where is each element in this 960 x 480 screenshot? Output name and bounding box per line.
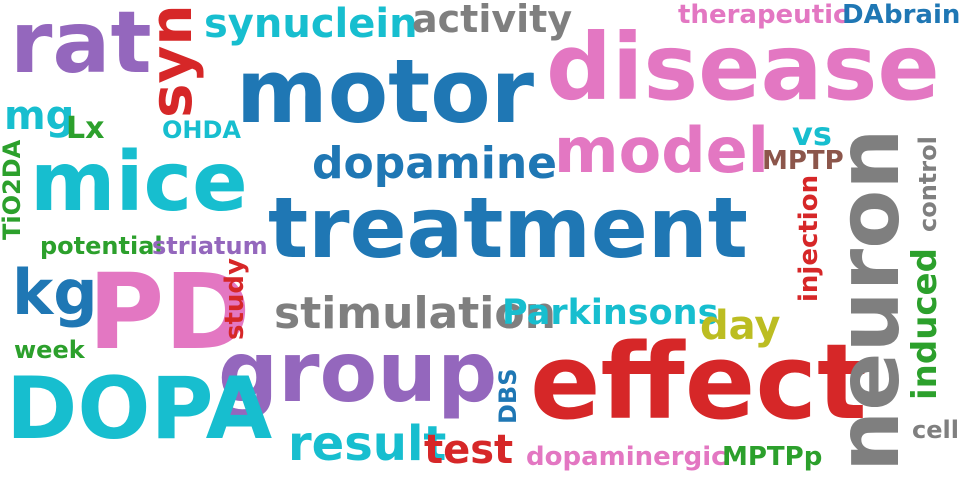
word-cell: cell [912,416,959,444]
word-motor: motor [236,40,535,143]
word-model: model [554,114,769,187]
word-synuclein: synuclein [204,1,418,47]
word-injection: injection [794,174,824,302]
word-parkinsons: Parkinsons [502,293,719,333]
word-lx: Lx [66,111,105,146]
word-treatment: treatment [268,179,748,277]
word-pd: PD [88,251,251,373]
word-therapeutic: therapeutic [678,0,849,30]
word-vs: vs [792,115,832,153]
word-week: week [14,336,85,364]
word-potential: potential [40,232,163,260]
word-dopaminergic: dopaminergic [526,442,727,472]
word-ohda: OHDA [162,116,241,144]
word-striatum: striatum [152,232,268,260]
word-dopamine: dopamine [312,138,558,189]
word-group: group [218,323,498,421]
word-brain: brain [884,0,960,30]
word-stimulation: stimulation [274,288,556,339]
word-effect: effect [530,321,867,443]
word-syn: syn [137,4,205,118]
word-dbs: DBS [494,368,522,425]
word-mice: mice [30,135,248,230]
word-dopa: DOPA [6,359,273,459]
word-induced: induced [905,248,945,400]
word-mg: mg [4,93,75,139]
word-kg: kg [12,256,98,329]
word-neuron: neuron [819,128,919,473]
word-day: day [700,303,781,349]
word-disease: disease [546,14,940,121]
word-activity: activity [412,0,573,41]
word-mptp: MPTP [762,146,844,176]
word-control: control [914,136,942,232]
word-rat: rat [10,0,152,93]
word-test: test [424,427,514,473]
word-da: DA [842,0,884,30]
word-result: result [288,416,447,472]
word-mptpp: MPTPp [722,442,823,472]
word-tio2da: TiO2DA [0,139,26,240]
word-study: study [220,258,250,340]
